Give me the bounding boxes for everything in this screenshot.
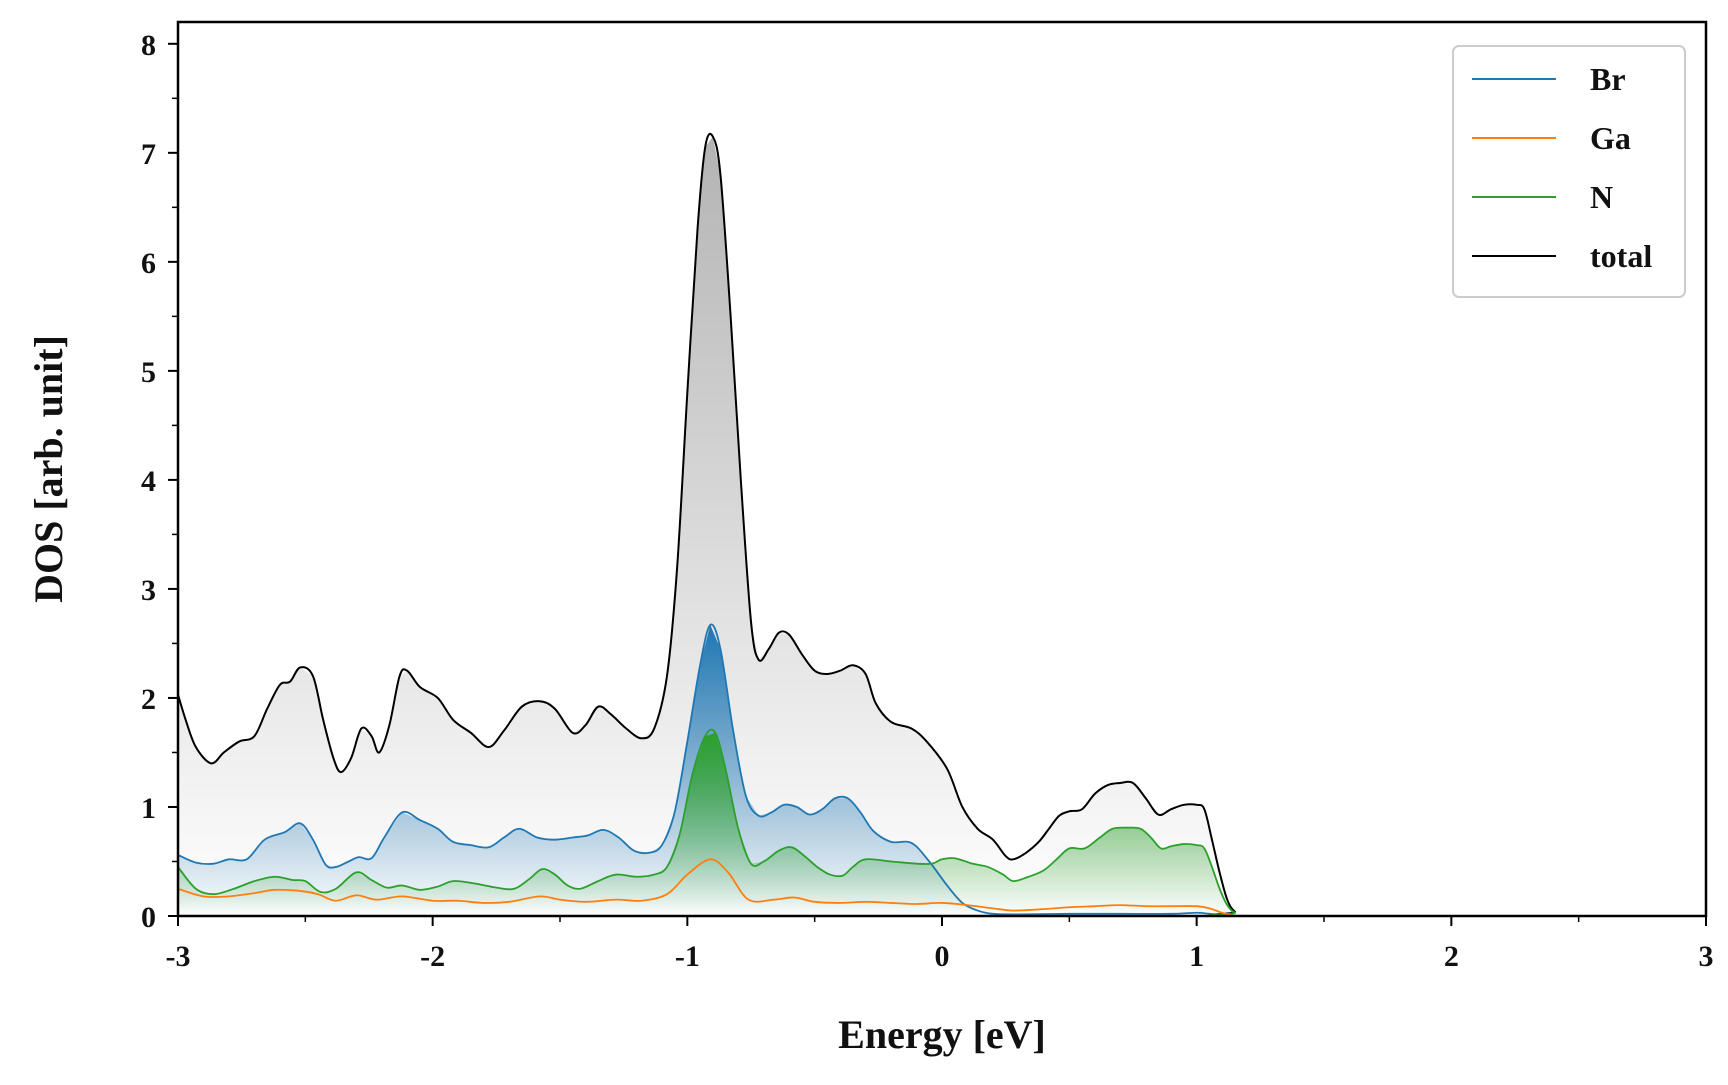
y-tick-label: 6 <box>141 247 156 280</box>
legend-label-ga: Ga <box>1590 120 1631 156</box>
y-axis-title: DOS [arb. unit] <box>26 335 71 603</box>
y-tick-label: 3 <box>141 574 156 607</box>
x-tick-label: 0 <box>935 940 950 973</box>
y-tick-label: 2 <box>141 683 156 716</box>
series-line-n <box>177 728 1706 917</box>
y-tick-label: 8 <box>141 29 156 62</box>
legend-box <box>1452 45 1686 298</box>
series-line-br <box>177 623 1706 917</box>
series-lines <box>177 132 1706 918</box>
series-line-ga <box>177 858 1706 917</box>
y-tick-label: 5 <box>141 356 156 389</box>
y-tick-label: 0 <box>141 901 156 934</box>
x-tick-label: -1 <box>675 940 700 973</box>
y-tick-label: 1 <box>141 792 156 825</box>
x-tick-label: 1 <box>1189 940 1204 973</box>
series-line-total <box>177 132 1706 918</box>
x-tick-label: 2 <box>1444 940 1459 973</box>
legend-label-total: total <box>1590 238 1652 274</box>
y-tick-label: 4 <box>141 465 156 498</box>
area-fill-br <box>178 624 1706 916</box>
legend-label-br: Br <box>1590 61 1626 97</box>
x-tick-label: -2 <box>420 940 445 973</box>
y-tick-label: 7 <box>141 138 156 171</box>
legend-label-n: N <box>1590 179 1613 215</box>
area-fill-total <box>178 136 1706 917</box>
axis-ticks: -3 -2 -1 0 1 2 3 0 1 2 3 4 5 6 7 8 <box>141 29 1714 973</box>
x-tick-label: 3 <box>1699 940 1714 973</box>
x-tick-label: -3 <box>166 940 191 973</box>
x-axis-title: Energy [eV] <box>838 1012 1046 1057</box>
